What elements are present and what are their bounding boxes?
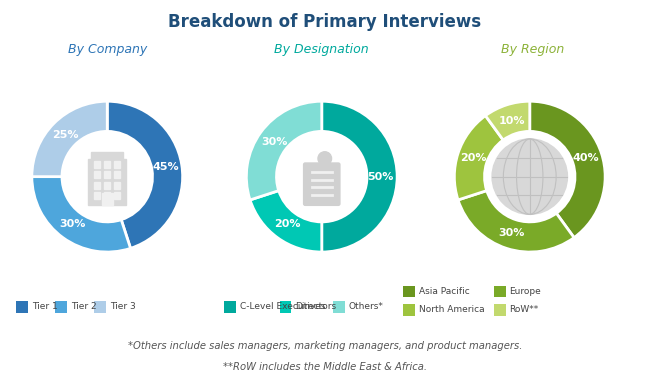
- Text: **RoW includes the Middle East & Africa.: **RoW includes the Middle East & Africa.: [223, 362, 427, 372]
- Circle shape: [485, 132, 575, 222]
- Wedge shape: [250, 190, 322, 252]
- FancyBboxPatch shape: [303, 162, 341, 206]
- Wedge shape: [32, 177, 131, 252]
- Bar: [102, 193, 112, 205]
- Bar: [88, 159, 126, 205]
- Wedge shape: [246, 101, 322, 200]
- Text: 20%: 20%: [274, 219, 300, 229]
- Text: By Designation: By Designation: [274, 43, 369, 56]
- Text: By Company: By Company: [68, 43, 147, 56]
- Text: Directors: Directors: [295, 302, 336, 311]
- Text: Others*: Others*: [348, 302, 384, 311]
- Bar: [104, 171, 110, 178]
- Text: Europe: Europe: [510, 287, 541, 296]
- Bar: [104, 161, 110, 167]
- Bar: [104, 192, 110, 199]
- Bar: [114, 161, 120, 167]
- Wedge shape: [32, 101, 107, 177]
- Text: 45%: 45%: [152, 162, 179, 172]
- Wedge shape: [486, 101, 530, 140]
- Text: Tier 2: Tier 2: [71, 302, 96, 311]
- Bar: [94, 161, 101, 167]
- Text: 30%: 30%: [60, 219, 86, 229]
- Text: 50%: 50%: [367, 172, 394, 182]
- Text: *Others include sales managers, marketing managers, and product managers.: *Others include sales managers, marketin…: [128, 341, 522, 351]
- Text: C-Level Executives: C-Level Executives: [240, 302, 326, 311]
- Text: 30%: 30%: [261, 137, 287, 147]
- Wedge shape: [454, 116, 503, 200]
- Text: Tier 3: Tier 3: [110, 302, 136, 311]
- Text: 40%: 40%: [573, 154, 599, 164]
- Circle shape: [62, 132, 152, 222]
- Bar: [114, 192, 120, 199]
- Bar: [92, 152, 123, 159]
- Bar: [114, 171, 120, 178]
- Bar: [94, 182, 101, 189]
- Text: RoW**: RoW**: [510, 305, 539, 314]
- Text: 30%: 30%: [499, 228, 525, 238]
- Wedge shape: [107, 101, 183, 248]
- Text: Tier 1: Tier 1: [32, 302, 58, 311]
- Text: Asia Pacific: Asia Pacific: [419, 287, 469, 296]
- Wedge shape: [530, 101, 605, 238]
- Text: 25%: 25%: [53, 130, 79, 140]
- Circle shape: [318, 152, 332, 166]
- Text: By Region: By Region: [501, 43, 565, 56]
- Wedge shape: [458, 190, 574, 252]
- Text: Breakdown of Primary Interviews: Breakdown of Primary Interviews: [168, 13, 482, 31]
- Bar: [114, 182, 120, 189]
- Text: North America: North America: [419, 305, 484, 314]
- Wedge shape: [322, 101, 397, 252]
- Bar: [94, 192, 101, 199]
- Circle shape: [277, 132, 367, 222]
- Text: 20%: 20%: [461, 154, 487, 164]
- Bar: [94, 171, 101, 178]
- Circle shape: [492, 139, 567, 214]
- Text: 10%: 10%: [499, 116, 525, 126]
- Bar: [104, 182, 110, 189]
